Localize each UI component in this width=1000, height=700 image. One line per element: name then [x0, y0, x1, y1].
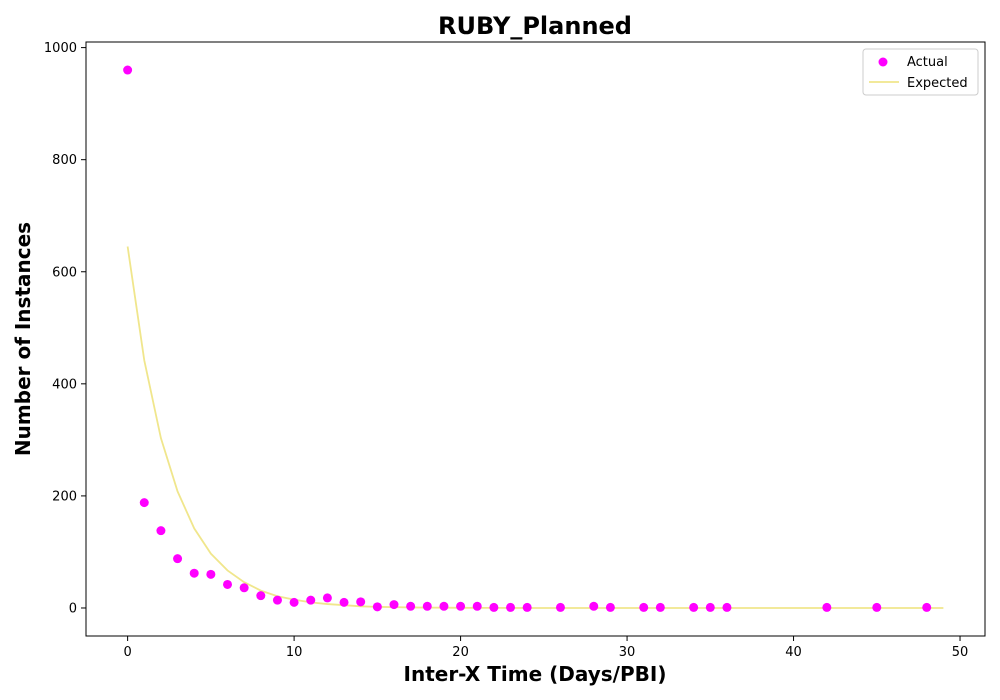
actual-data-point: [372, 602, 382, 612]
y-tick-label: 0: [69, 601, 77, 616]
actual-data-point: [522, 602, 532, 612]
x-tick-label: 0: [123, 645, 131, 660]
actual-data-point: [306, 595, 316, 605]
actual-data-point: [655, 602, 665, 612]
x-tick-label: 50: [952, 645, 969, 660]
actual-data-point: [272, 595, 282, 605]
actual-data-point: [872, 602, 882, 612]
actual-data-point: [339, 597, 349, 607]
actual-data-point: [605, 602, 615, 612]
plot-frame: [85, 41, 986, 637]
actual-data-point: [689, 602, 699, 612]
legend-actual-label: Actual: [907, 55, 948, 70]
actual-data-point: [156, 526, 166, 536]
actual-data-point: [422, 601, 432, 611]
actual-data-point: [289, 597, 299, 607]
x-tick-label: 40: [785, 645, 802, 660]
actual-data-point: [123, 65, 133, 75]
actual-data-point: [189, 568, 199, 578]
x-tick-label: 10: [286, 645, 303, 660]
actual-data-point: [456, 601, 466, 611]
actual-data-point: [705, 602, 715, 612]
actual-data-point: [139, 498, 149, 508]
actual-data-point: [256, 591, 266, 601]
actual-data-point: [639, 602, 649, 612]
x-tick-label: 30: [619, 645, 636, 660]
actual-data-point: [173, 554, 183, 564]
actual-data-point: [356, 597, 366, 607]
y-tick-label: 600: [52, 265, 77, 280]
legend-expected-label: Expected: [907, 76, 968, 91]
chart-title: RUBY_Planned: [438, 12, 632, 40]
y-tick-label: 800: [52, 153, 77, 168]
actual-data-point: [472, 601, 482, 611]
expected-series-line: [126, 246, 944, 609]
actual-data-point: [722, 602, 732, 612]
y-tick-label: 400: [52, 377, 77, 392]
actual-data-point: [206, 569, 216, 579]
y-tick-label: 200: [52, 489, 77, 504]
legend: Actual Expected: [862, 48, 979, 96]
y-tick-label: 1000: [44, 41, 77, 56]
actual-data-point: [406, 601, 416, 611]
actual-data-point: [322, 593, 332, 603]
actual-data-point: [389, 600, 399, 610]
plot-area: [123, 65, 944, 612]
actual-data-point: [239, 583, 249, 593]
legend-actual-marker: [878, 57, 888, 67]
x-axis-label: Inter-X Time (Days/PBI): [404, 662, 667, 686]
x-tick-label: 20: [452, 645, 469, 660]
legend-box: [862, 48, 979, 96]
y-axis-label: Number of Instances: [11, 222, 35, 456]
actual-data-point: [589, 601, 599, 611]
actual-data-point: [489, 602, 499, 612]
actual-data-point: [223, 579, 233, 589]
actual-data-point: [555, 602, 565, 612]
actual-data-point: [922, 602, 932, 612]
actual-data-point: [822, 602, 832, 612]
actual-data-point: [506, 602, 516, 612]
actual-data-point: [439, 601, 449, 611]
